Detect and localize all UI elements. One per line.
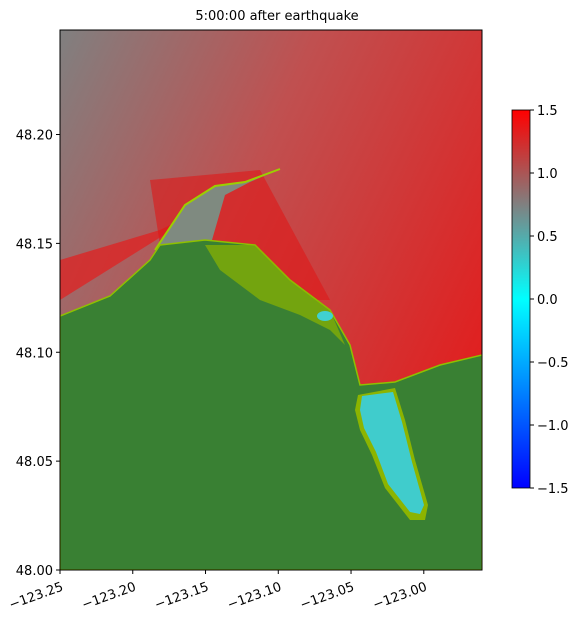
colorbar-tick-label: −1.5 [537,482,569,497]
bay [360,392,424,514]
lagoon [317,311,333,321]
spit [155,169,280,250]
y-tick-label: 48.20 [16,129,53,144]
x-tick-label: −123.00 [371,580,429,613]
y-tick-label: 48.15 [16,237,53,252]
x-tick-label: −123.25 [7,580,65,613]
colorbar-tick-label: 0.5 [537,230,558,245]
colorbar-tick-label: −0.5 [537,356,569,371]
plot-frame [59,29,483,571]
y-tick-label: 48.10 [16,346,53,361]
x-tick-label: −123.20 [80,580,138,613]
y-tick-label: 48.00 [16,564,53,579]
x-tick-label: −123.05 [298,580,356,613]
colorbar-tick-label: 1.5 [537,104,558,119]
map [60,30,482,570]
colorbar-tick-label: 1.0 [537,167,558,182]
x-tick-label: −123.15 [153,580,211,613]
shoreline [154,168,281,251]
chart-title: 5:00:00 after earthquake [195,9,358,24]
x-tick-label: −123.10 [226,580,284,613]
colorbar-tick-label: −1.0 [537,419,569,434]
land [60,239,482,570]
shallows [205,245,345,345]
colorbar [511,109,531,489]
y-tick-label: 48.05 [16,455,53,470]
colorbar-tick-label: 0.0 [537,293,558,308]
